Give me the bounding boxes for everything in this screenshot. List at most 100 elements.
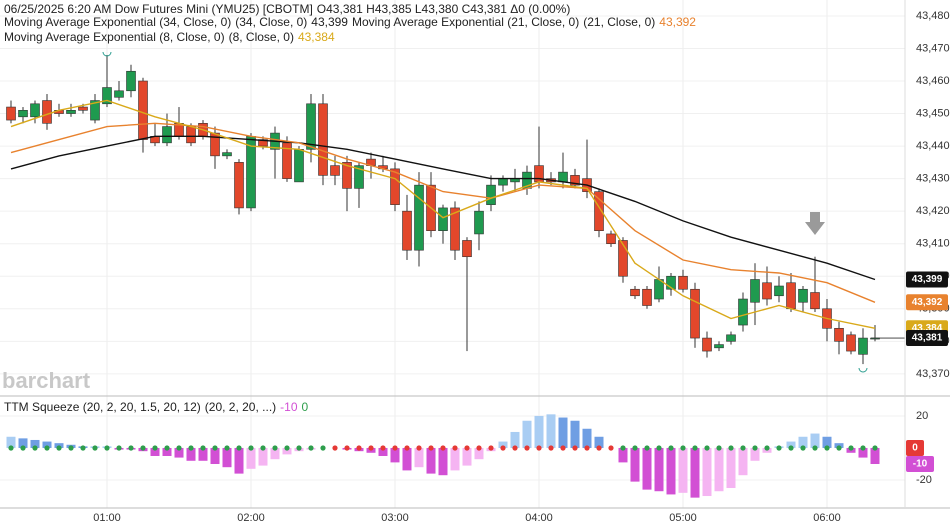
histogram-bar	[510, 431, 520, 448]
candle-body	[78, 106, 88, 111]
squeeze-dot	[632, 445, 638, 451]
histogram-bar	[582, 428, 592, 448]
candle-body	[66, 110, 76, 114]
squeeze-dot	[392, 445, 398, 451]
histogram-bar	[198, 447, 208, 461]
histogram-bar	[534, 415, 544, 448]
candle-body	[282, 142, 292, 179]
squeeze-dot	[128, 445, 134, 451]
histogram-bar	[162, 447, 172, 456]
candle-body	[798, 288, 808, 303]
candle-body	[834, 327, 844, 342]
squeeze-dot	[584, 445, 590, 451]
squeeze-dot	[44, 445, 50, 451]
squeeze-box	[906, 439, 924, 456]
histogram-bar	[726, 447, 736, 489]
y-tick-label: 43,470	[916, 42, 950, 54]
y-tick-label: 20	[916, 410, 928, 422]
legend-params: (21, Close, 0)	[583, 15, 655, 29]
price-box	[906, 330, 948, 347]
candle-body	[810, 292, 820, 310]
candle-body	[714, 344, 724, 349]
x-tick-label: 03:00	[381, 512, 409, 524]
candle-body	[738, 298, 748, 326]
histogram-bar	[246, 447, 256, 469]
candle-body	[762, 282, 772, 300]
squeeze-dot	[608, 445, 614, 451]
candle-body	[726, 334, 736, 342]
candle-body	[462, 240, 472, 258]
histogram-bar	[702, 447, 712, 497]
squeeze-dot	[572, 445, 578, 451]
histogram-bar	[738, 447, 748, 476]
price-box-label: 43,399	[912, 274, 943, 285]
candle-body	[42, 100, 52, 124]
histogram-bar	[42, 441, 52, 448]
indicator-box-label: -10	[913, 459, 928, 470]
candle-body	[210, 132, 220, 157]
candle-body	[474, 210, 484, 235]
candle-body	[594, 191, 604, 231]
squeeze-dot	[332, 445, 338, 451]
histogram-bar	[558, 417, 568, 448]
histogram-bar	[642, 447, 652, 490]
indicator-params: (20, 2, 20, ...)	[205, 400, 276, 414]
histogram-bar	[6, 436, 16, 448]
candle-body	[162, 126, 172, 144]
histogram-bar	[690, 447, 700, 498]
squeeze-dot	[800, 445, 806, 451]
squeeze-dot	[848, 445, 854, 451]
candle-body	[846, 334, 856, 352]
histogram-bar	[30, 439, 40, 448]
candle-body	[618, 240, 628, 277]
squeeze-dot	[56, 445, 62, 451]
squeeze-dot	[368, 445, 374, 451]
histogram-bar	[654, 447, 664, 492]
squeeze-dot	[416, 445, 422, 451]
histogram-bar	[462, 447, 472, 466]
squeeze-dot	[620, 445, 626, 451]
x-tick-label: 05:00	[669, 512, 697, 524]
x-tick-label: 02:00	[237, 512, 265, 524]
candle-body	[18, 110, 28, 118]
price-box	[906, 271, 948, 288]
histogram-bar	[210, 447, 220, 464]
histogram-bar	[186, 447, 196, 461]
histogram-bar	[258, 447, 268, 466]
histogram-bar	[378, 447, 388, 456]
squeeze-dot	[812, 445, 818, 451]
x-tick-label: 06:00	[813, 512, 841, 524]
squeeze-dot	[356, 445, 362, 451]
squeeze-dot	[260, 445, 266, 451]
histogram-bar	[498, 441, 508, 448]
candle-body	[222, 152, 232, 157]
candle-body	[114, 90, 124, 98]
indicator-box	[906, 455, 934, 472]
squeeze-dot	[680, 445, 686, 451]
histogram-bar	[222, 447, 232, 468]
indicator-value: 0	[302, 400, 309, 414]
histogram-bar	[678, 447, 688, 493]
squeeze-dot	[224, 445, 230, 451]
candle-body	[642, 288, 652, 306]
squeeze-dot	[320, 445, 326, 451]
histogram-bar	[174, 447, 184, 458]
y-tick-label: 43,370	[916, 368, 950, 380]
candle-body	[786, 282, 796, 310]
squeeze-dot	[824, 445, 830, 451]
header: 06/25/2025 6:20 AM Dow Futures Mini (YMU…	[4, 2, 570, 16]
candle-body	[234, 162, 244, 209]
price-box-label: 43,392	[912, 297, 943, 308]
squeeze-dot	[440, 445, 446, 451]
candle-body	[138, 80, 148, 140]
squeeze-dot	[428, 445, 434, 451]
candle-body	[342, 162, 352, 189]
squeeze-dot	[284, 445, 290, 451]
legend-params: (8, Close, 0)	[229, 30, 294, 44]
indicator-value: -10	[280, 400, 298, 414]
legend-name: Moving Average Exponential (21, Close, 0…	[352, 15, 579, 29]
y-tick-label: 43,420	[916, 205, 950, 217]
squeeze-dot	[344, 445, 350, 451]
